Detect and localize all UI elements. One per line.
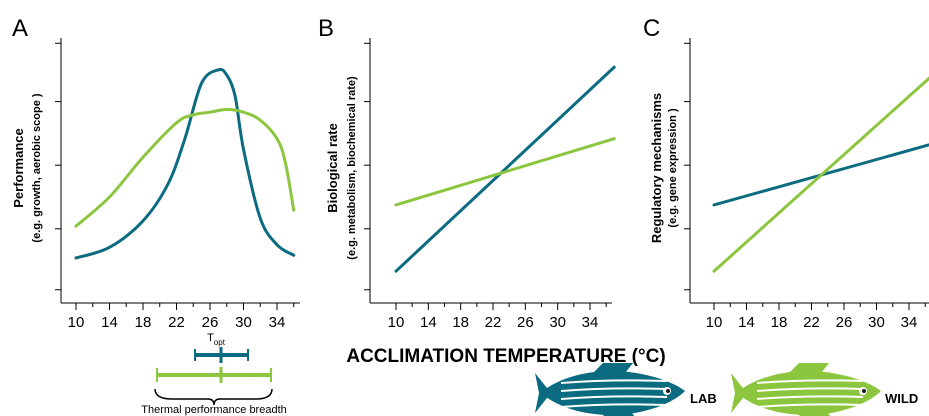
x-tick-label-a: 34 [269, 314, 286, 331]
series-line-wild-b [394, 137, 616, 207]
x-tick-label-a: 30 [235, 314, 252, 331]
y-axis-sublabel-a: (e.g. growth, aerobic scope ) [31, 93, 43, 242]
fish-dorsal-fin [593, 363, 633, 373]
x-tick-label-c: 30 [868, 314, 885, 331]
x-ticks-a: 10 14 18 22 26 30 34 [68, 303, 295, 331]
series-line-lab-a [74, 67, 296, 260]
fish-stripe [756, 379, 864, 384]
fish-stripe [756, 395, 864, 400]
x-tick-label-a: 18 [135, 314, 152, 331]
fish-pupil [666, 389, 670, 393]
x-tick-label-b: 18 [452, 314, 469, 331]
y-axis-sublabel-b: (e.g. metabolism, biochemical rate) [346, 76, 358, 260]
x-tick-label-c: 34 [901, 314, 918, 331]
series-line-lab-b [394, 65, 616, 273]
x-tick-label-b: 22 [485, 314, 502, 331]
y-ticks-b [364, 42, 370, 291]
panel-label-a: A [12, 15, 28, 42]
legend-label-lab: LAB [690, 391, 717, 406]
x-tick-label-b: 14 [420, 314, 437, 331]
x-tick-label-b: 10 [388, 314, 405, 331]
x-tick-label-c: 14 [738, 314, 755, 331]
series-b [394, 65, 616, 273]
x-ticks-b: 10 14 18 22 26 30 34 [388, 303, 607, 331]
x-tick-label-c: 22 [803, 314, 820, 331]
x-tick-label-b: 30 [549, 314, 566, 331]
legend-label-wild: WILD [885, 391, 918, 406]
x-tick-label-a: 26 [202, 314, 219, 331]
topt-inset: Topt Thermal performance breadth [141, 332, 287, 416]
series-a [74, 67, 296, 260]
x-tick-label-a: 14 [101, 314, 118, 331]
y-ticks-a [55, 42, 61, 291]
fish-body [541, 371, 685, 415]
y-axis-label-b: Biological rate [325, 123, 340, 213]
x-ticks-c: 10 14 18 22 26 30 34 [706, 303, 926, 331]
y-ticks-c [684, 42, 690, 291]
fish-stripe [756, 387, 864, 392]
series-line-wild-a [74, 108, 296, 228]
panel-label-c: C [643, 15, 660, 42]
series-line-wild-c [712, 76, 929, 273]
x-tick-label-b: 26 [517, 314, 534, 331]
breadth-brace [154, 388, 273, 406]
series-c [712, 76, 929, 273]
x-tick-label-a: 22 [168, 314, 185, 331]
panel-b: B Biological rate (e.g. metabolism, bioc… [318, 15, 616, 331]
x-tick-label-c: 10 [706, 314, 723, 331]
x-tick-label-b: 34 [582, 314, 599, 331]
fish-dorsal-fin [789, 363, 829, 373]
panel-label-b: B [318, 15, 334, 42]
lab-zebrafish-icon [535, 363, 685, 416]
y-axis-label-a: Performance [11, 128, 26, 207]
x-tick-label-c: 26 [836, 314, 853, 331]
panel-c: C Regulatory mechanisms (e.g. gene expre… [643, 15, 929, 331]
panel-a: A Performance (e.g. growth, aerobic scop… [11, 15, 300, 331]
fish-stripe [560, 379, 668, 384]
fish-pupil [862, 389, 866, 393]
wild-zebrafish-icon [731, 363, 881, 416]
x-tick-label-c: 18 [771, 314, 788, 331]
series-line-lab-c [712, 143, 929, 207]
x-axis-title: ACCLIMATION TEMPERATURE (°C) [346, 346, 665, 367]
y-axis-label-c: Regulatory mechanisms [649, 93, 664, 243]
legend: LAB WILD [535, 363, 918, 416]
topt-label: Topt [207, 332, 226, 347]
y-axis-sublabel-c: (e.g. gene expression ) [667, 108, 679, 228]
fish-stripe [560, 395, 668, 400]
fish-stripe [560, 387, 668, 392]
x-tick-label-a: 10 [68, 314, 85, 331]
fish-stripe [756, 403, 864, 408]
breadth-label: Thermal performance breadth [141, 404, 287, 416]
fish-stripe [560, 403, 668, 408]
fish-body [737, 371, 881, 415]
